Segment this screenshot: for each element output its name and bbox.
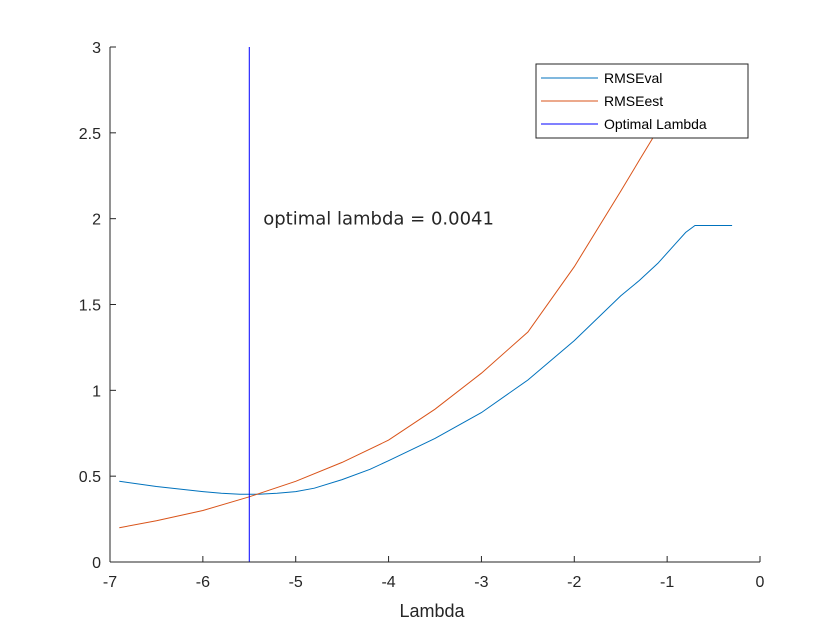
x-axis-label: Lambda [399, 601, 465, 621]
legend-label: Optimal Lambda [604, 116, 707, 132]
y-tick-label: 1 [92, 383, 101, 400]
x-tick-label: -4 [381, 574, 395, 591]
y-tick-label: 0 [92, 555, 101, 572]
legend: RMSEval RMSEest Optimal Lambda [535, 63, 749, 139]
series-line-rmseval [119, 225, 733, 495]
x-tick-label: -7 [103, 574, 117, 591]
tick-layer: -7 -6 -5 -4 -3 -2 -1 0 0 0.5 1 1.5 2 2.5 3 [79, 40, 765, 591]
legend-label: RMSEest [604, 93, 663, 109]
x-tick-label: -1 [660, 574, 674, 591]
y-tick-label: 0.5 [79, 469, 101, 486]
y-tick-label: 1.5 [79, 298, 101, 315]
optimal-lambda-annotation: optimal lambda = 0.0041 [263, 209, 494, 230]
x-tick-label: -2 [567, 574, 581, 591]
axes-layer [109, 47, 760, 563]
y-tick-label: 3 [92, 40, 101, 57]
series-layer [119, 47, 733, 562]
x-tick-label: -3 [474, 574, 488, 591]
x-tick-label: -5 [289, 574, 303, 591]
x-tick-label: -6 [196, 574, 210, 591]
y-tick-label: 2.5 [79, 126, 101, 143]
legend-label: RMSEval [604, 70, 662, 86]
y-tick-label: 2 [92, 212, 101, 229]
x-tick-label: 0 [756, 574, 765, 591]
series-line-rmseest [119, 132, 657, 529]
